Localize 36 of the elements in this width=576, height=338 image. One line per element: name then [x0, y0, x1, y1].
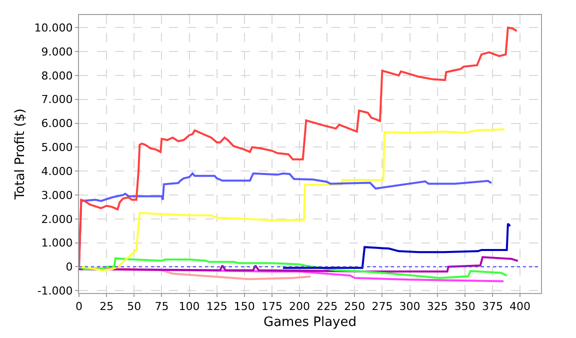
line-series — [79, 128, 506, 272]
y-tick-label: 1.000 — [41, 236, 73, 250]
x-tick-label: 0 — [76, 300, 82, 314]
y-tick-label: 0 — [66, 260, 73, 274]
line-series — [79, 26, 518, 268]
y-tick-label: -1.000 — [37, 284, 73, 298]
x-tick-label: 100 — [178, 300, 200, 314]
y-tick-label: 4.000 — [41, 164, 73, 178]
y-tick-label: 5.000 — [41, 141, 73, 154]
x-tick-label: 250 — [344, 300, 366, 314]
x-tick-label: 175 — [261, 300, 282, 314]
x-tick-label: 225 — [316, 300, 338, 314]
x-tick-label: 275 — [372, 300, 393, 314]
x-tick-label: 125 — [206, 300, 228, 314]
y-tick-label: 9.000 — [41, 45, 73, 58]
y-tick-label: 2.000 — [41, 212, 73, 226]
line-series — [79, 256, 519, 272]
x-tick-label: 400 — [510, 300, 531, 314]
x-tick-label: 150 — [234, 300, 255, 314]
line-series — [79, 257, 508, 279]
line-series — [282, 222, 512, 269]
y-tick-label: 8.000 — [41, 69, 73, 82]
x-tick-label: 300 — [399, 300, 420, 314]
x-tick-label: 25 — [100, 300, 114, 314]
x-tick-label: 75 — [154, 300, 169, 314]
x-tick-label: 200 — [289, 300, 310, 314]
y-tick-label: 7.000 — [41, 93, 73, 106]
y-axis-title: Total Profit ($) — [13, 108, 28, 200]
x-tick-label: 325 — [426, 300, 448, 314]
x-tick-label: 350 — [454, 300, 476, 314]
y-tick-label: 6.000 — [41, 117, 73, 130]
x-axis-title: Games Played — [264, 314, 356, 330]
x-tick-label: 375 — [482, 300, 503, 314]
y-tick-label: 3.000 — [41, 188, 73, 202]
y-tick-label: 10.000 — [34, 22, 73, 35]
x-tick-label: 50 — [127, 300, 142, 314]
